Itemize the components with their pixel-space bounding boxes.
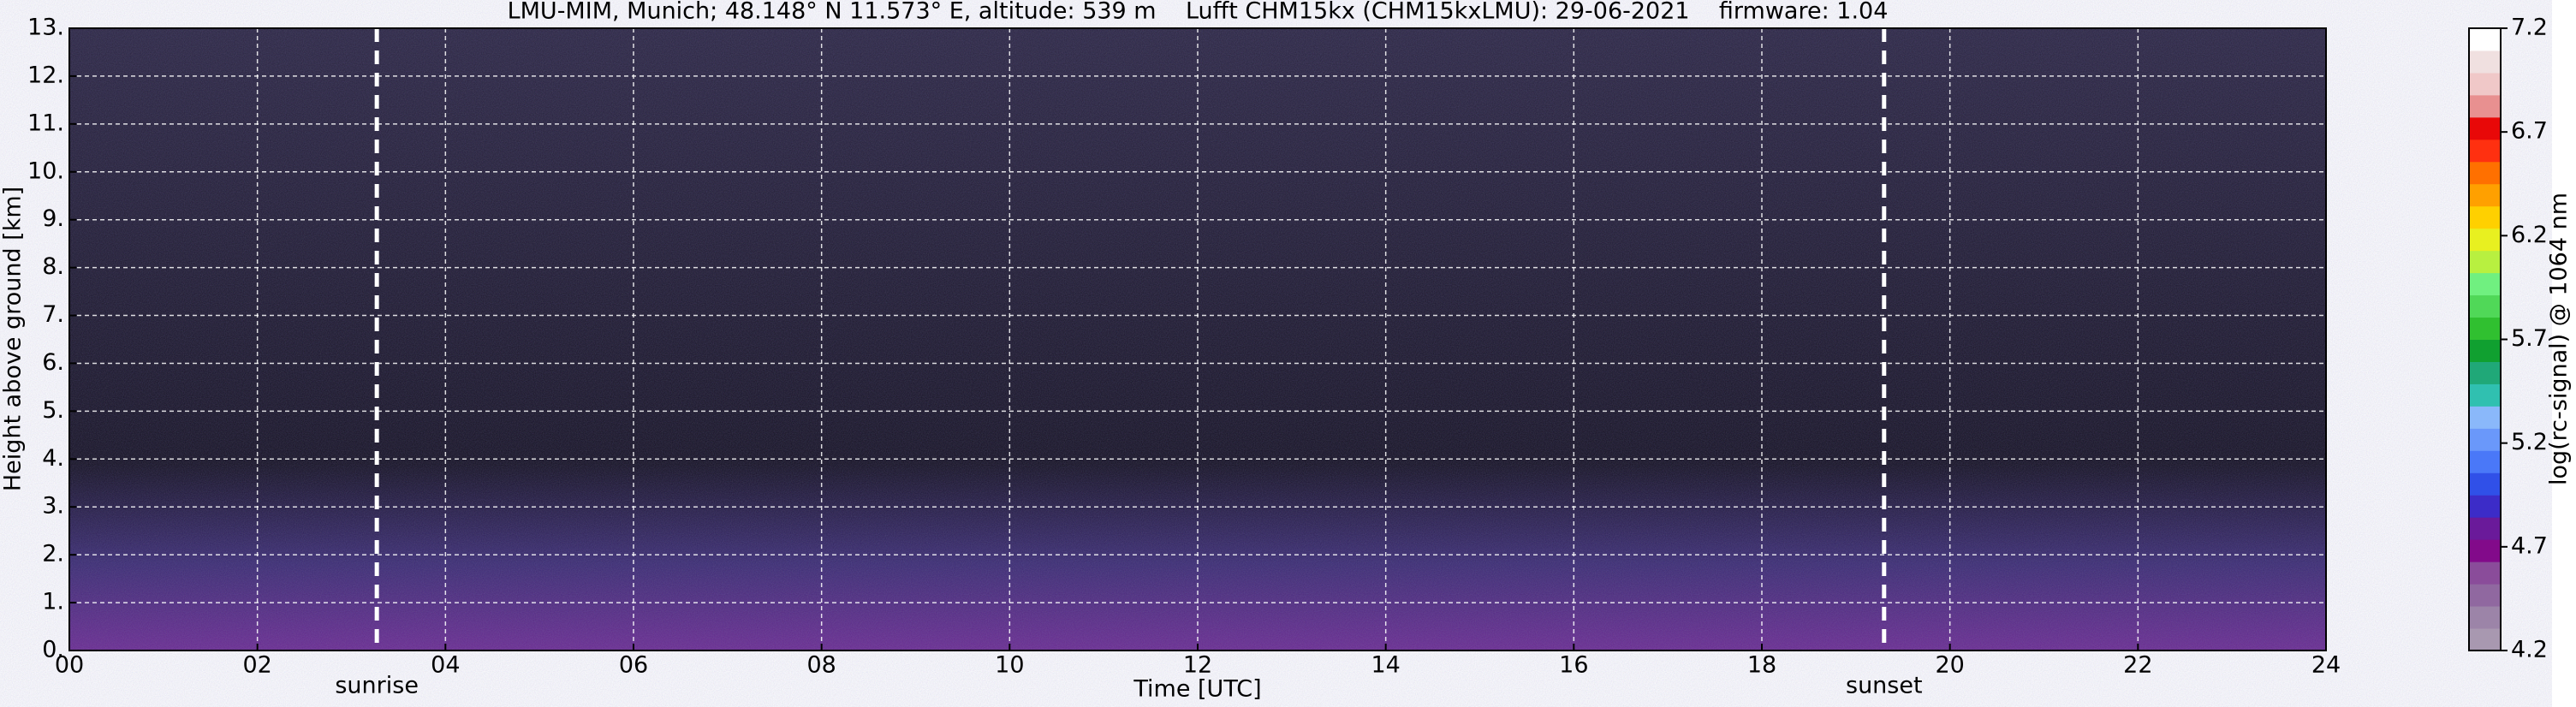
y-tick-label: 1. bbox=[42, 589, 64, 615]
x-tick-label: 04 bbox=[431, 652, 460, 679]
colorbar-swatch bbox=[2469, 495, 2501, 518]
y-tick-label: 5. bbox=[42, 397, 64, 424]
y-tick-label: 6. bbox=[42, 349, 64, 376]
annotation-label: sunset bbox=[1846, 673, 1923, 699]
x-tick-label: 14 bbox=[1371, 652, 1400, 679]
colorbar-swatch bbox=[2469, 50, 2501, 74]
y-tick-label: 2. bbox=[42, 541, 64, 567]
x-axis-label: Time [UTC] bbox=[1133, 676, 1261, 703]
x-tick-label: 22 bbox=[2123, 652, 2152, 679]
annotation-label: sunrise bbox=[335, 673, 419, 699]
colorbar-swatch bbox=[2469, 584, 2501, 607]
colorbar-swatch bbox=[2469, 250, 2501, 274]
colorbar-swatch bbox=[2469, 294, 2501, 318]
x-tick-label: 08 bbox=[806, 652, 836, 679]
y-axis-label: Height above ground [km] bbox=[0, 187, 27, 491]
y-tick-label: 10. bbox=[27, 157, 64, 184]
chart-title: LMU-MIM, Munich; 48.148° N 11.573° E, al… bbox=[508, 0, 1889, 25]
colorbar-swatch bbox=[2469, 450, 2501, 473]
y-tick-label: 9. bbox=[42, 205, 64, 232]
y-tick-label: 8. bbox=[42, 253, 64, 280]
colorbar-swatch bbox=[2469, 383, 2501, 407]
x-tick-label: 02 bbox=[242, 652, 271, 679]
plot-frame bbox=[68, 27, 2327, 651]
colorbar-tick-label: 6.7 bbox=[2511, 118, 2548, 145]
colorbar-swatch bbox=[2469, 406, 2501, 429]
y-tick-label: 0. bbox=[42, 637, 64, 663]
x-tick-label: 10 bbox=[995, 652, 1024, 679]
colorbar-swatch bbox=[2469, 94, 2501, 118]
colorbar-tick-label: 4.2 bbox=[2511, 637, 2548, 663]
colorbar-swatch bbox=[2469, 428, 2501, 451]
colorbar-swatch bbox=[2469, 628, 2501, 651]
colorbar-swatch bbox=[2469, 517, 2501, 540]
colorbar-swatch bbox=[2469, 228, 2501, 252]
colorbar-swatch bbox=[2469, 183, 2501, 207]
colorbar-swatch bbox=[2469, 472, 2501, 496]
x-tick-label: 18 bbox=[1747, 652, 1776, 679]
y-tick-label: 13. bbox=[27, 15, 64, 41]
colorbar-swatch bbox=[2469, 72, 2501, 96]
colorbar-swatch bbox=[2469, 116, 2501, 140]
x-tick-label: 24 bbox=[2311, 652, 2341, 679]
colorbar-label: log(rc-signal) @ 1064 nm bbox=[2546, 193, 2573, 485]
y-tick-label: 4. bbox=[42, 445, 64, 472]
colorbar-tick-label: 4.7 bbox=[2511, 532, 2548, 559]
colorbar-tick-label: 5.2 bbox=[2511, 429, 2548, 455]
x-tick-label: 16 bbox=[1559, 652, 1588, 679]
colorbar-tick-label: 7.2 bbox=[2511, 15, 2548, 41]
colorbar-tick-label: 6.2 bbox=[2511, 222, 2548, 248]
x-tick-label: 06 bbox=[619, 652, 648, 679]
x-tick-label: 00 bbox=[55, 652, 84, 679]
colorbar-swatch bbox=[2469, 539, 2501, 562]
colorbar-swatch bbox=[2469, 339, 2501, 362]
colorbar-swatch bbox=[2469, 139, 2501, 163]
colorbar-swatch bbox=[2469, 361, 2501, 384]
colorbar-swatch bbox=[2469, 561, 2501, 585]
y-tick-label: 7. bbox=[42, 301, 64, 328]
y-tick-label: 12. bbox=[27, 62, 64, 88]
colorbar-swatch bbox=[2469, 272, 2501, 296]
colorbar-swatch bbox=[2469, 161, 2501, 185]
y-tick-label: 11. bbox=[27, 110, 64, 136]
colorbar-tick-label: 5.7 bbox=[2511, 325, 2548, 352]
colorbar-swatch bbox=[2469, 317, 2501, 340]
colorbar-swatch bbox=[2469, 606, 2501, 629]
x-tick-label: 20 bbox=[1935, 652, 1964, 679]
y-tick-label: 3. bbox=[42, 493, 64, 520]
colorbar-swatch bbox=[2469, 205, 2501, 229]
x-tick-label: 12 bbox=[1183, 652, 1212, 679]
colorbar-swatch bbox=[2469, 28, 2501, 51]
